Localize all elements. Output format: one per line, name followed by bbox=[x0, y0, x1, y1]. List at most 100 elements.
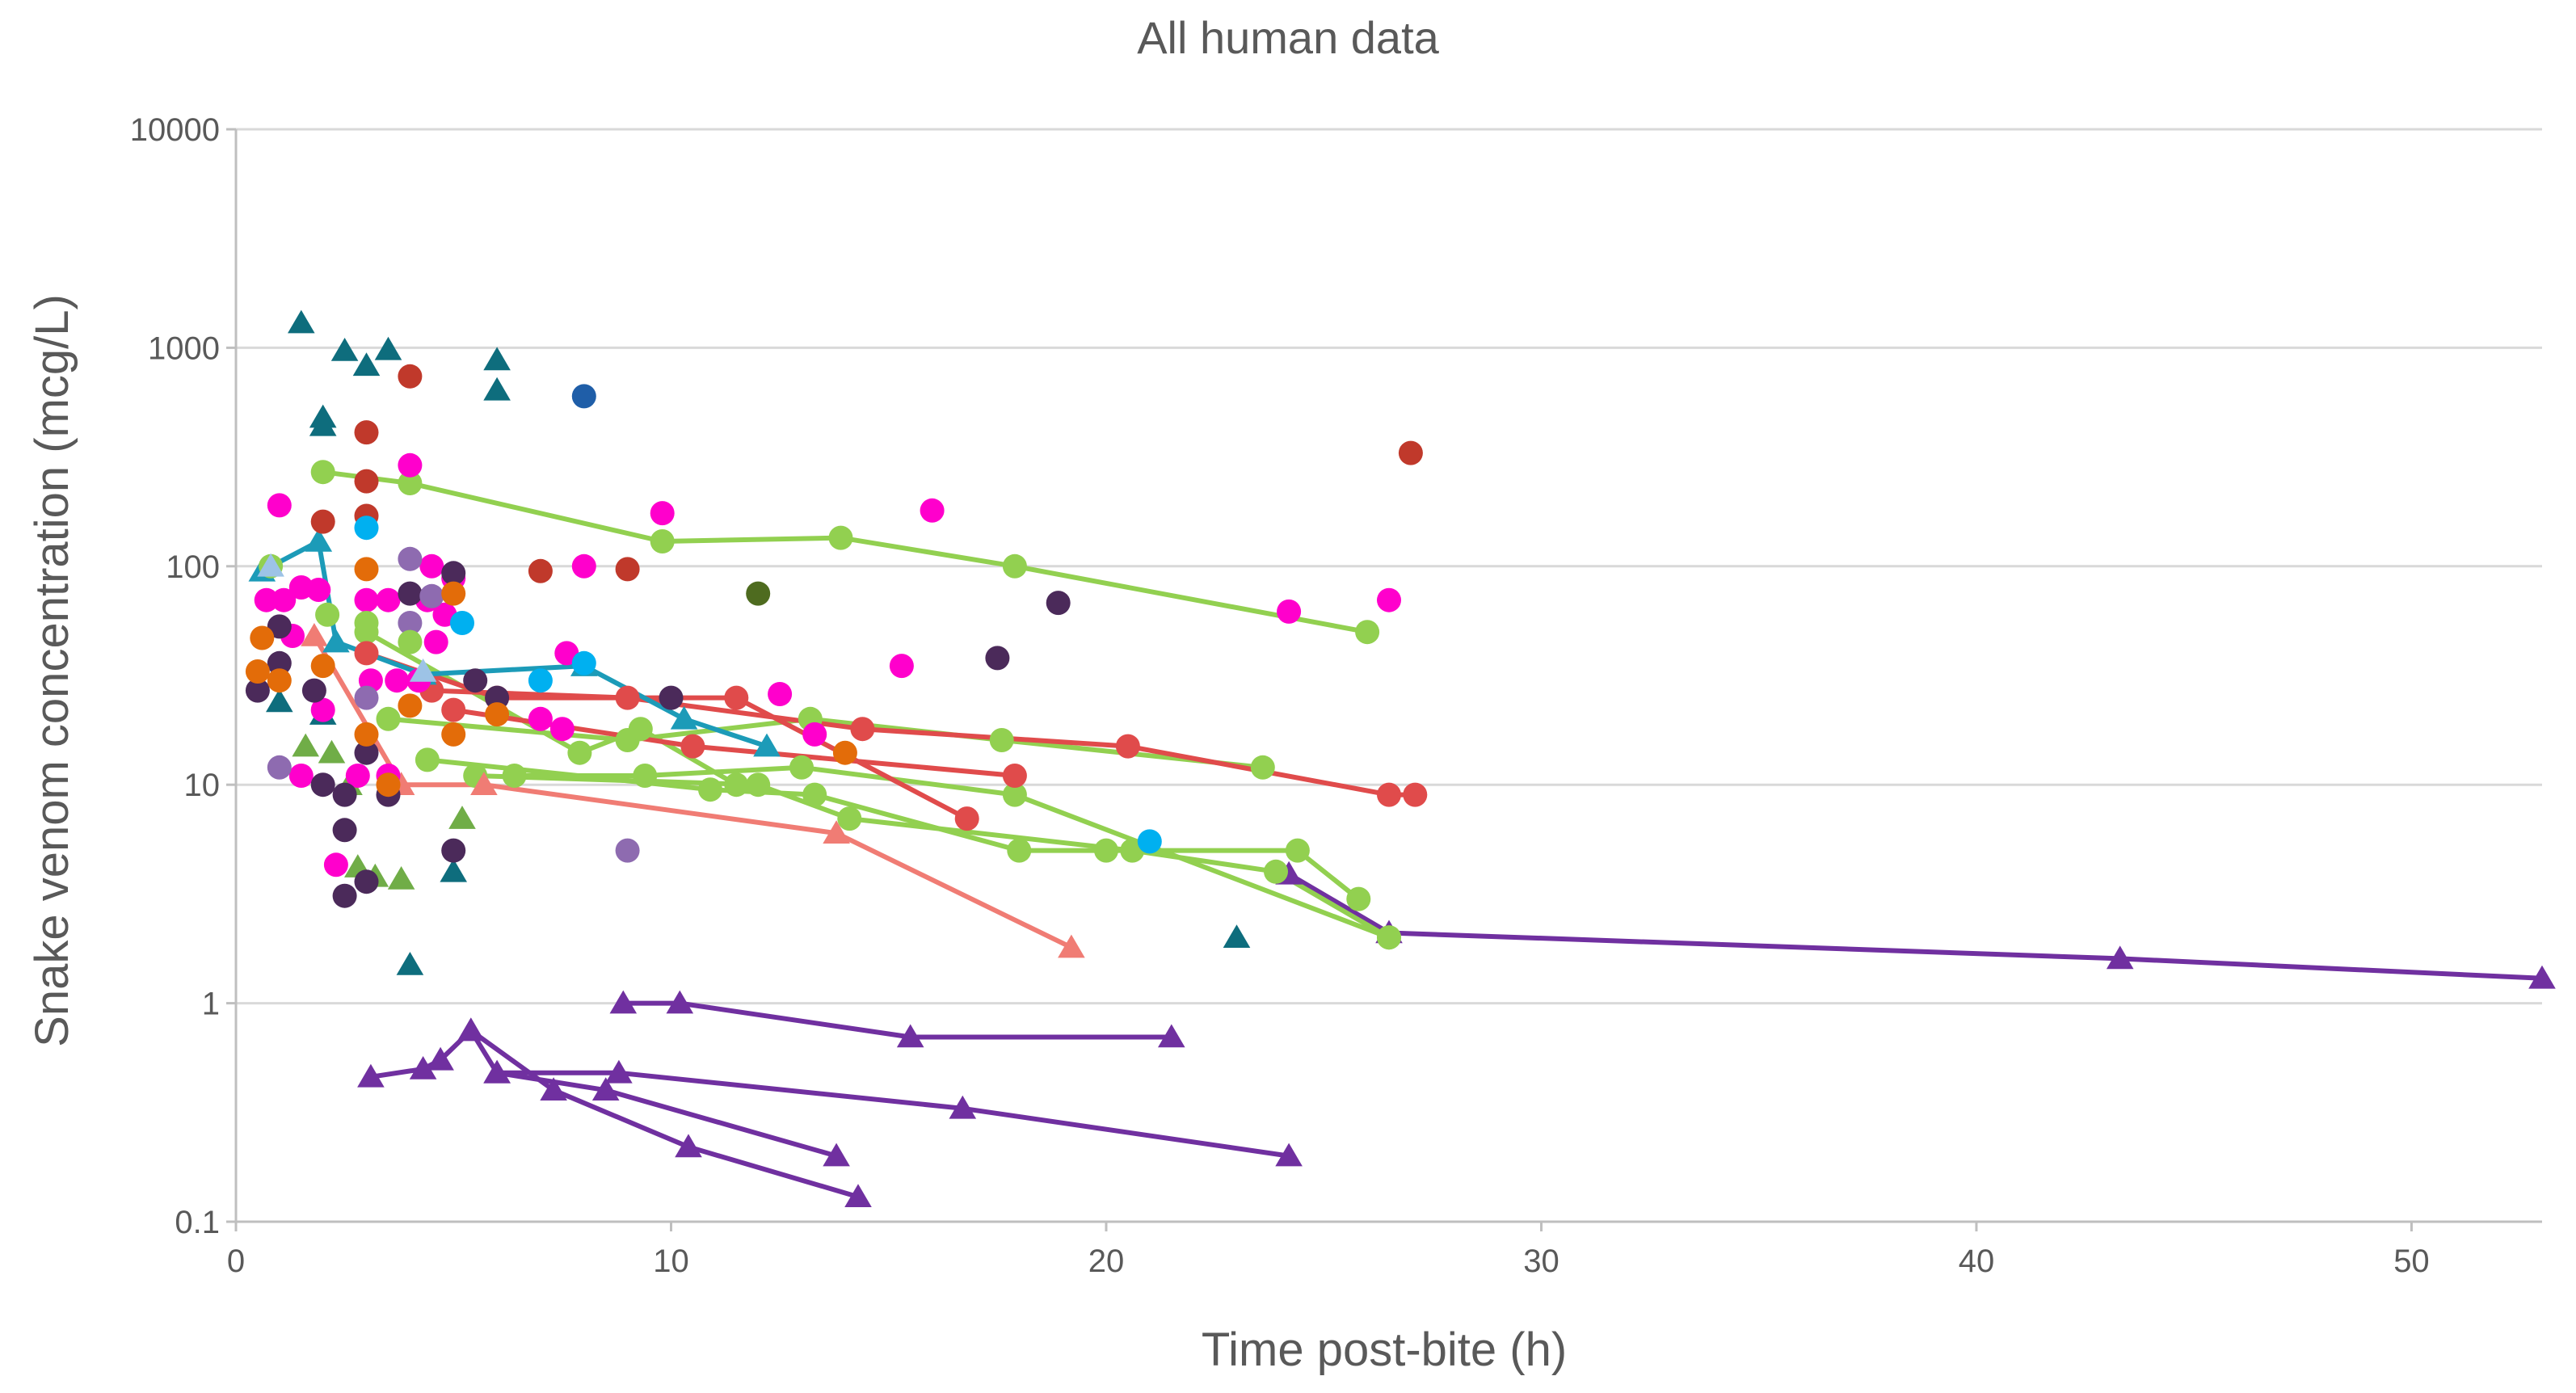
data-point-circle bbox=[1403, 782, 1428, 807]
data-point-circle bbox=[354, 611, 379, 635]
data-point-circle bbox=[768, 682, 793, 706]
data-point-circle bbox=[310, 509, 335, 534]
y-tick-label: 1 bbox=[202, 987, 220, 1022]
data-point-circle bbox=[441, 838, 466, 863]
data-point-circle bbox=[415, 747, 440, 772]
data-point-circle bbox=[354, 516, 379, 541]
data-point-triangle bbox=[301, 623, 328, 646]
data-point-circle bbox=[571, 650, 596, 675]
data-point-circle bbox=[398, 581, 423, 606]
data-point-circle bbox=[789, 755, 814, 780]
data-point-triangle bbox=[457, 1017, 485, 1042]
data-point-circle bbox=[659, 685, 684, 710]
data-point-triangle bbox=[753, 733, 781, 757]
marker-layer bbox=[245, 309, 2556, 1207]
data-point-circle bbox=[1377, 587, 1401, 612]
data-point-circle bbox=[419, 553, 444, 579]
data-point-circle bbox=[746, 581, 771, 606]
y-axis-title: Snake venom concentration (mcg/L) bbox=[26, 294, 78, 1047]
data-point-triangle bbox=[1275, 1143, 1303, 1167]
data-point-circle bbox=[398, 546, 423, 571]
data-point-circle bbox=[1094, 838, 1118, 863]
data-point-circle bbox=[1346, 886, 1371, 911]
data-point-circle bbox=[698, 777, 722, 802]
data-point-triangle bbox=[352, 352, 381, 377]
data-point-circle bbox=[354, 557, 379, 582]
data-point-circle bbox=[724, 685, 749, 710]
y-tick-label: 100 bbox=[166, 549, 220, 585]
data-point-circle bbox=[1250, 755, 1275, 780]
data-point-circle bbox=[250, 625, 275, 650]
data-point-circle bbox=[1115, 734, 1140, 759]
data-point-circle bbox=[1285, 838, 1310, 863]
data-point-circle bbox=[724, 772, 749, 798]
data-point-circle bbox=[354, 685, 379, 710]
data-point-circle bbox=[419, 583, 444, 608]
data-point-triangle bbox=[675, 1134, 702, 1158]
data-point-circle bbox=[332, 883, 357, 908]
data-point-circle bbox=[1002, 764, 1027, 788]
axis-layer: 0.1 1 10 100 1000 10000 0 10 20 30 40 50 bbox=[130, 112, 2542, 1279]
data-point-circle bbox=[463, 668, 488, 693]
data-point-circle bbox=[310, 654, 335, 679]
data-point-triangle bbox=[427, 1046, 454, 1071]
data-point-circle bbox=[828, 525, 853, 550]
data-point-triangle bbox=[292, 733, 319, 757]
data-point-circle bbox=[354, 869, 379, 894]
data-point-circle bbox=[323, 852, 348, 877]
data-point-circle bbox=[528, 668, 553, 693]
data-point-circle bbox=[985, 646, 1010, 671]
data-point-triangle bbox=[409, 1056, 437, 1079]
data-point-circle bbox=[802, 782, 827, 807]
data-point-triangle bbox=[1158, 1024, 1185, 1048]
data-point-circle bbox=[485, 702, 510, 727]
data-point-circle bbox=[441, 697, 466, 722]
data-point-circle bbox=[567, 740, 592, 765]
data-point-circle bbox=[310, 460, 335, 485]
data-point-triangle bbox=[609, 990, 638, 1014]
series-line bbox=[469, 1028, 859, 1200]
data-point-circle bbox=[615, 838, 640, 863]
data-point-triangle bbox=[440, 858, 467, 882]
data-point-circle bbox=[354, 469, 379, 494]
series-line bbox=[1287, 872, 2543, 981]
data-point-circle bbox=[1002, 553, 1027, 579]
x-tick-label: 50 bbox=[2393, 1244, 2430, 1279]
data-point-circle bbox=[398, 471, 423, 495]
data-point-circle bbox=[628, 717, 653, 742]
data-point-circle bbox=[398, 364, 423, 389]
data-point-circle bbox=[332, 782, 357, 807]
data-point-circle bbox=[1277, 599, 1302, 624]
data-point-circle bbox=[850, 717, 875, 742]
data-point-circle bbox=[1398, 440, 1423, 465]
data-point-circle bbox=[301, 678, 326, 703]
data-point-circle bbox=[1137, 829, 1162, 854]
data-point-circle bbox=[376, 706, 401, 731]
data-point-circle bbox=[267, 614, 292, 639]
data-point-circle bbox=[267, 668, 292, 693]
data-point-triangle bbox=[322, 629, 350, 653]
data-point-triangle bbox=[591, 1077, 620, 1101]
data-point-circle bbox=[615, 557, 640, 582]
data-point-circle bbox=[1377, 925, 1401, 950]
data-point-triangle bbox=[257, 553, 284, 577]
data-point-circle bbox=[315, 602, 340, 627]
data-point-circle bbox=[920, 498, 945, 523]
data-point-triangle bbox=[2528, 965, 2556, 989]
data-point-circle bbox=[802, 722, 827, 747]
data-point-circle bbox=[385, 668, 410, 693]
data-point-triangle bbox=[540, 1077, 567, 1101]
data-point-circle bbox=[245, 678, 270, 703]
data-point-circle bbox=[398, 629, 423, 654]
data-point-circle bbox=[398, 611, 423, 635]
x-tick-label: 10 bbox=[653, 1244, 689, 1279]
data-point-circle bbox=[1377, 782, 1401, 807]
data-point-circle bbox=[680, 734, 705, 759]
data-point-circle bbox=[528, 558, 553, 583]
x-tick-label: 40 bbox=[1959, 1244, 1995, 1279]
data-point-circle bbox=[398, 693, 423, 718]
data-point-circle bbox=[354, 722, 379, 747]
y-tick-label: 0.1 bbox=[175, 1205, 220, 1240]
